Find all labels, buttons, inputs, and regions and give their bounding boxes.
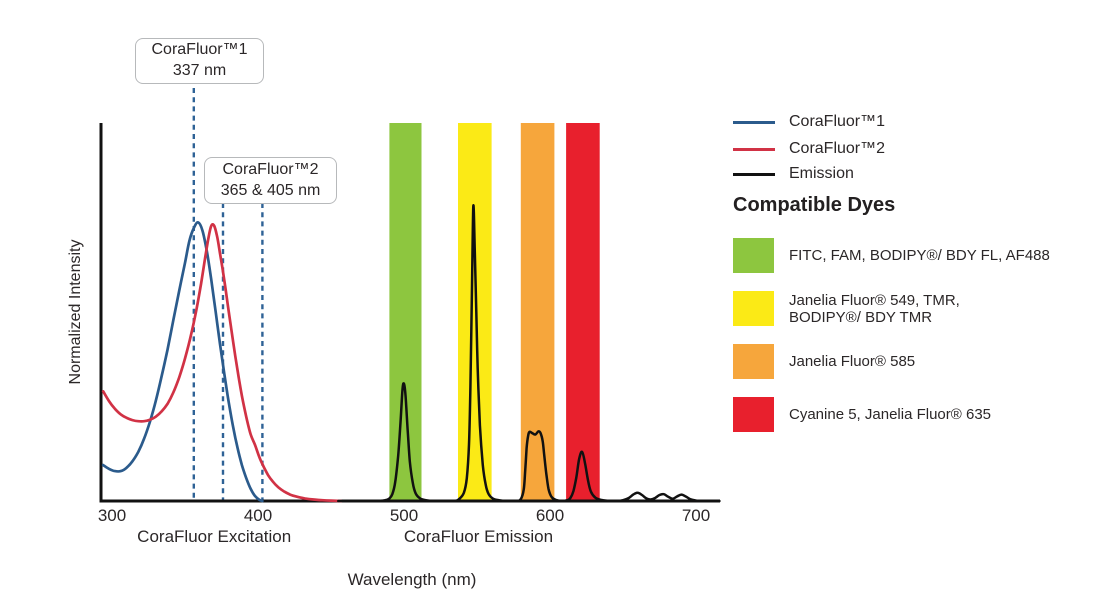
x-tick-label-600: 600 (536, 506, 564, 525)
dye-label: Janelia Fluor® 549, TMR, BODIPY®/ BDY TM… (789, 291, 960, 326)
dye-item-yellow: Janelia Fluor® 549, TMR, BODIPY®/ BDY TM… (733, 291, 960, 326)
dye-swatch-yellow (733, 291, 774, 326)
x-tick-label-400: 400 (244, 506, 272, 525)
callout-corafluor1-wavelength: 337 nm (172, 62, 227, 79)
legend-label: CoraFluor™1 (789, 113, 886, 130)
filter-band-3 (566, 123, 600, 501)
legend-item-corafluor1: CoraFluor™1 (733, 112, 885, 132)
dye-item-orange: Janelia Fluor® 585 (733, 344, 915, 379)
y-axis-title: Normalized Intensity (67, 239, 84, 385)
legend-line-swatch-corafluor1 (733, 120, 775, 124)
filter-band-1 (458, 123, 492, 501)
dye-item-green: FITC, FAM, BODIPY®/ BDY FL, AF488 (733, 238, 1050, 273)
callout-corafluor2-excitation: CoraFluor™2 365 & 405 nm (204, 157, 337, 204)
compatible-dyes-heading: Compatible Dyes (733, 194, 896, 216)
dye-swatch-red (733, 397, 774, 432)
x-tick-label-500: 500 (390, 506, 418, 525)
dye-label: Cyanine 5, Janelia Fluor® 635 (789, 406, 992, 423)
dye-label: FITC, FAM, BODIPY®/ BDY FL, AF488 (789, 247, 1050, 264)
emission-spectra-curve (337, 204, 721, 503)
corafluor1-excitation-curve (101, 221, 264, 503)
x-axis-section-label-excitation: CoraFluor Excitation (137, 527, 292, 546)
legend-item-emission: Emission (733, 164, 854, 184)
filter-band-0 (389, 123, 422, 501)
filter-band-2 (520, 123, 555, 501)
legend-line-swatch-corafluor2 (733, 147, 775, 151)
legend-line-swatch-emission (733, 172, 775, 176)
callout-corafluor1-excitation: CoraFluor™1 337 nm (135, 38, 264, 84)
dye-label: Janelia Fluor® 585 (789, 353, 916, 370)
x-axis-section-label-emission: CoraFluor Emission (403, 527, 554, 546)
corafluor2-excitation-curve (101, 223, 343, 503)
dye-swatch-orange (733, 344, 774, 379)
callout-corafluor2-title: CoraFluor™2 (222, 160, 319, 178)
legend-label: Emission (789, 165, 854, 182)
x-tick-label-300: 300 (98, 506, 126, 525)
callout-corafluor2-wavelength: 365 & 405 nm (220, 181, 321, 199)
dye-item-red: Cyanine 5, Janelia Fluor® 635 (733, 397, 991, 432)
x-axis-title: Wavelength (nm) (347, 570, 477, 589)
dye-swatch-green (733, 238, 774, 273)
callout-corafluor1-title: CoraFluor™1 (151, 41, 248, 59)
legend-item-corafluor2: CoraFluor™2 (733, 139, 885, 159)
x-tick-label-700: 700 (682, 506, 710, 525)
legend-label: CoraFluor™2 (789, 140, 886, 157)
